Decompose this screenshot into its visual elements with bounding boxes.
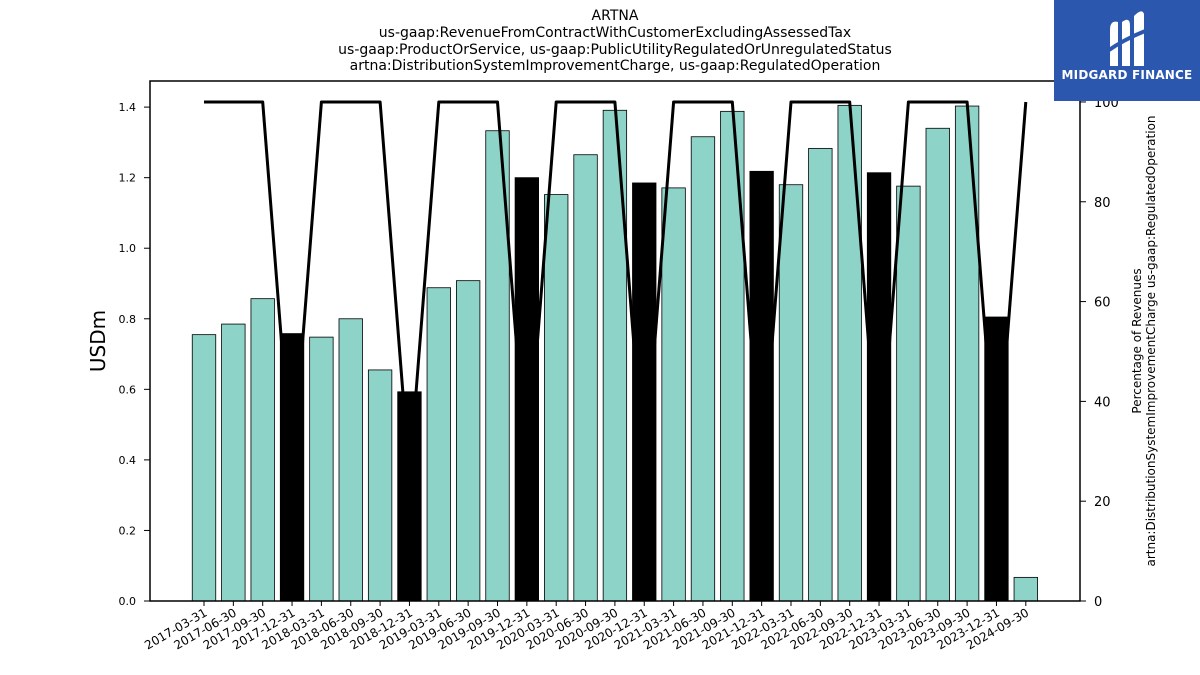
y-axis-label-right: Percentage of Revenues artna:Distributio… — [1130, 115, 1158, 566]
bar-2021-03-31 — [661, 187, 686, 602]
y-axis-label-right-line-1: Percentage of Revenues — [1130, 268, 1144, 413]
percentage-line — [204, 100, 1028, 478]
y-tick-label-left: 1.4 — [119, 101, 137, 114]
bar-2021-09-30 — [720, 110, 745, 602]
bar-2018-03-31 — [309, 336, 334, 602]
y-axis-label-left: USDm — [86, 310, 110, 372]
bar-2023-03-31 — [896, 185, 921, 602]
midgard-logo-icon — [1104, 11, 1149, 66]
bar-2018-06-30 — [338, 318, 363, 602]
chart-title: ARTNA us-gaap:RevenueFromContractWithCus… — [338, 8, 892, 74]
y-tick-label-right: 40 — [1094, 395, 1111, 410]
bar-2023-06-30 — [925, 127, 950, 602]
y-tick-label-right: 60 — [1094, 296, 1111, 311]
bar-2021-06-30 — [690, 136, 716, 602]
chart-title-line-4: artna:DistributionSystemImprovementCharg… — [350, 58, 881, 74]
bar-2017-06-30 — [221, 323, 246, 602]
y-tick-label-left: 0.2 — [119, 524, 137, 537]
y-tick-label-left: 0.8 — [119, 313, 137, 326]
bar-2017-03-31 — [191, 334, 217, 602]
bar-2024-09-30 — [1013, 576, 1038, 602]
y-tick-label-right: 0 — [1094, 595, 1102, 610]
y-tick-label-left: 0.0 — [119, 595, 137, 608]
percentage-line-group — [204, 100, 1028, 478]
bar-2020-12-31 — [632, 182, 657, 602]
chart-title-line-2: us-gaap:RevenueFromContractWithCustomerE… — [379, 25, 851, 41]
bar-2022-09-30 — [837, 104, 862, 602]
bar-2018-12-31 — [397, 391, 422, 602]
logo-text: MIDGARD FINANCE — [1061, 68, 1193, 82]
y-axis-left: 0.0 0.2 0.4 0.6 0.8 1.0 1.2 1.4 — [119, 101, 150, 608]
y-tick-label-right: 20 — [1094, 495, 1111, 510]
y-tick-label-left: 1.2 — [119, 172, 137, 185]
y-tick-label-left: 1.0 — [119, 242, 137, 255]
bar-2023-09-30 — [954, 105, 980, 602]
bar-2018-09-30 — [367, 369, 393, 602]
y-tick-label-left: 0.4 — [119, 454, 137, 467]
bars-group — [191, 104, 1038, 602]
bar-2017-09-30 — [250, 298, 275, 602]
midgard-finance-logo: MIDGARD FINANCE — [1054, 0, 1200, 101]
y-tick-label-right: 80 — [1094, 196, 1111, 211]
bar-2020-03-31 — [544, 194, 569, 602]
chart-title-line-1: ARTNA — [592, 8, 639, 24]
y-tick-label-left: 0.6 — [119, 383, 137, 396]
bar-2019-03-31 — [426, 287, 451, 602]
y-axis-label-right-line-2: artna:DistributionSystemImprovementCharg… — [1144, 115, 1158, 566]
bar-2020-06-30 — [573, 154, 598, 602]
bar-2019-06-30 — [455, 280, 481, 602]
chart-title-line-3: us-gaap:ProductOrService, us-gaap:Public… — [338, 42, 892, 58]
bar-2022-06-30 — [808, 147, 833, 602]
bar-2022-03-31 — [778, 184, 804, 602]
bar-2020-09-30 — [602, 109, 628, 602]
x-axis: 2017-03-312017-06-302017-09-302017-12-31… — [142, 601, 1031, 652]
